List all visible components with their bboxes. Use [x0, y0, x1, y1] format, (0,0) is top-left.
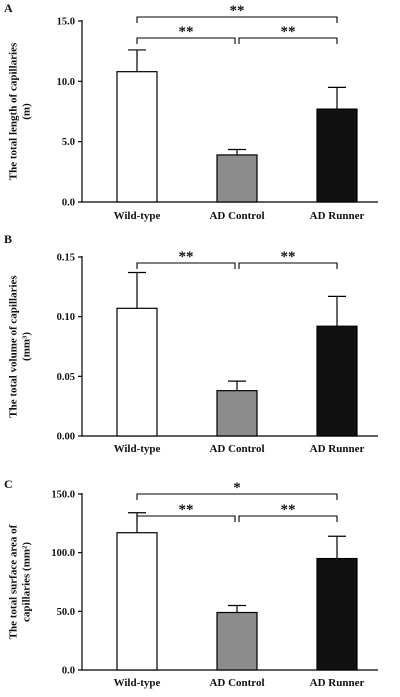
y-axis-label: The total surface area of [8, 524, 20, 639]
y-tick-label: 100.0 [51, 548, 75, 559]
significance-bracket [238, 37, 338, 44]
bar-ad-runner [316, 325, 358, 437]
panel-B: B 0.00 0.05 0.10 0.15 The total volume of cap… [4, 232, 378, 455]
y-axis-label: capillaries (mm²) [21, 542, 33, 622]
significance-bracket [136, 16, 338, 23]
y-axis-label: (mm³) [21, 332, 33, 361]
y-tick-label: 0.00 [57, 432, 75, 443]
significance-label: ** [281, 502, 296, 518]
category-label: AD Control [209, 443, 264, 455]
y-axis-label: (m) [21, 103, 33, 120]
significance-label: * [233, 480, 241, 496]
y-tick-label: 0.05 [57, 372, 75, 383]
significance-bracket [238, 262, 338, 269]
significance-label: ** [281, 24, 296, 40]
significance-label: ** [179, 502, 194, 518]
significance-bracket [136, 37, 236, 44]
bar-wild-type [116, 307, 158, 437]
y-tick-label: 0.10 [57, 312, 75, 323]
significance-bracket [136, 262, 236, 269]
panel-letter: C [4, 477, 13, 491]
category-label: AD Control [209, 677, 264, 689]
bar-ad-control [216, 390, 258, 437]
bar-wild-type [116, 71, 158, 203]
category-label: Wild-type [114, 443, 161, 455]
category-label: Wild-type [114, 210, 161, 222]
y-axis-label: The total volume of capillaries [8, 275, 20, 418]
bar-ad-runner [316, 557, 358, 671]
significance-label: ** [230, 3, 245, 19]
y-tick-label: 10.0 [57, 77, 75, 88]
panel-A: A 0.0 5.0 10.0 15.0 The total length of capil… [4, 1, 378, 222]
y-axis-label: The total length of capillaries [8, 42, 20, 180]
y-tick-label: 5.0 [62, 137, 75, 148]
y-tick-label: 0.15 [57, 253, 75, 264]
bar-ad-control [216, 611, 258, 671]
significance-label: ** [179, 249, 194, 265]
significance-bracket [136, 515, 236, 522]
category-label: AD Runner [310, 210, 365, 222]
category-label: Wild-type [114, 677, 161, 689]
y-tick-label: 150.0 [51, 490, 75, 501]
bar-ad-runner [316, 108, 358, 203]
significance-bracket [238, 515, 338, 522]
bar-ad-control [216, 154, 258, 203]
y-tick-label: 50.0 [57, 607, 75, 618]
y-tick-label: 0.0 [62, 666, 75, 677]
significance-label: ** [281, 249, 296, 265]
category-label: AD Runner [310, 443, 365, 455]
bar-wild-type [116, 532, 158, 671]
category-label: AD Control [209, 210, 264, 222]
panel-C: C 0.0 50.0 100.0 150.0 The total surface area… [4, 477, 378, 689]
y-tick-label: 15.0 [57, 17, 75, 28]
panel-letter: B [4, 232, 12, 246]
category-label: AD Runner [310, 677, 365, 689]
y-tick-label: 0.0 [62, 198, 75, 209]
significance-bracket [136, 493, 338, 500]
significance-label: ** [179, 24, 194, 40]
panel-letter: A [4, 1, 13, 15]
